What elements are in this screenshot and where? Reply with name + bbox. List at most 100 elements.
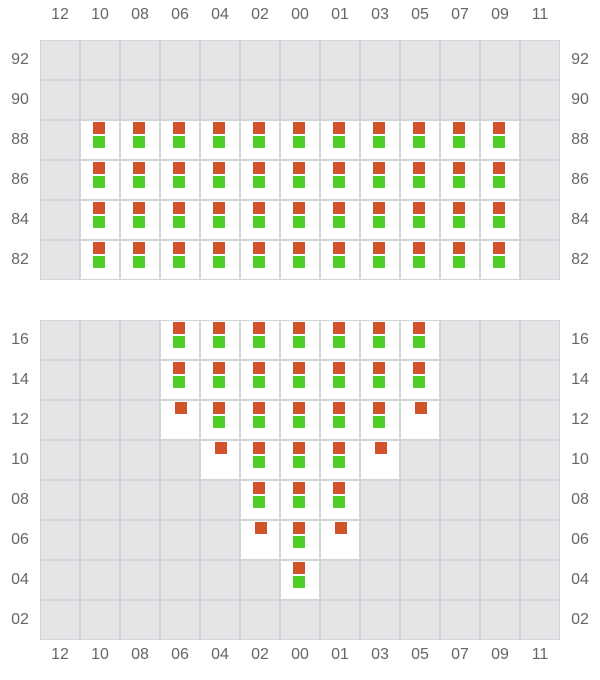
unavailable-cell [480,600,520,640]
unavailable-cell [240,600,280,640]
green-marker [213,176,225,188]
unavailable-cell [480,400,520,440]
green-marker [453,256,465,268]
orange-marker [93,202,105,214]
green-marker [413,376,425,388]
unavailable-cell [520,600,560,640]
orange-marker [213,362,225,374]
column-label-top: 06 [171,6,189,23]
orange-marker [373,402,385,414]
green-marker [213,216,225,228]
orange-marker [413,322,425,334]
green-marker [413,216,425,228]
unavailable-cell [520,440,560,480]
green-marker [333,416,345,428]
orange-marker [293,242,305,254]
green-marker [413,256,425,268]
green-marker [453,136,465,148]
unavailable-cell [360,80,400,120]
row-label-right: 86 [571,171,589,188]
orange-marker [293,202,305,214]
unavailable-cell [120,320,160,360]
orange-marker [213,242,225,254]
unavailable-cell [520,200,560,240]
unavailable-cell [120,360,160,400]
unavailable-cell [200,600,240,640]
green-marker [213,336,225,348]
unavailable-cell [480,360,520,400]
orange-marker [253,442,265,454]
unavailable-cell [120,80,160,120]
green-marker [253,336,265,348]
row-label-right: 02 [571,611,589,628]
available-cell[interactable] [80,120,120,160]
green-marker [293,456,305,468]
orange-marker [373,162,385,174]
row-label-left: 10 [11,451,29,468]
unavailable-cell [360,600,400,640]
column-label-bottom: 08 [131,646,149,663]
orange-marker [333,402,345,414]
unavailable-cell [40,200,80,240]
available-cell[interactable] [200,360,240,400]
orange-marker [333,442,345,454]
row-label-left: 84 [11,211,29,228]
row-label-left: 90 [11,91,29,108]
green-marker [333,456,345,468]
green-marker [373,136,385,148]
orange-marker [293,402,305,414]
green-marker [333,376,345,388]
orange-marker [373,242,385,254]
unavailable-cell [120,600,160,640]
green-marker [333,216,345,228]
column-label-bottom: 02 [251,646,269,663]
green-marker [213,376,225,388]
unavailable-cell [160,600,200,640]
unavailable-cell [120,480,160,520]
unavailable-cell [520,80,560,120]
unavailable-cell [360,560,400,600]
orange-marker [413,162,425,174]
unavailable-cell [120,400,160,440]
column-label-bottom: 11 [531,646,549,663]
row-label-left: 02 [11,611,29,628]
unavailable-cell [160,560,200,600]
column-label-top: 10 [91,6,109,23]
orange-marker [333,242,345,254]
unavailable-cell [520,360,560,400]
unavailable-cell [400,600,440,640]
green-marker [493,176,505,188]
orange-marker [493,122,505,134]
unavailable-cell [320,600,360,640]
unavailable-cell [440,560,480,600]
green-marker [133,216,145,228]
green-marker [173,256,185,268]
orange-marker [253,362,265,374]
orange-marker [373,122,385,134]
unavailable-cell [520,240,560,280]
orange-marker [133,242,145,254]
unavailable-cell [160,440,200,480]
unavailable-cell [40,320,80,360]
orange-marker [253,242,265,254]
unavailable-cell [80,600,120,640]
row-label-left: 88 [11,131,29,148]
orange-marker [293,122,305,134]
orange-marker [93,242,105,254]
unavailable-cell [240,80,280,120]
orange-marker [493,202,505,214]
orange-marker [173,322,185,334]
orange-marker [133,202,145,214]
row-label-left: 04 [11,571,29,588]
row-label-left: 06 [11,531,29,548]
green-marker [253,256,265,268]
unavailable-cell [440,600,480,640]
green-marker [253,416,265,428]
orange-marker [133,162,145,174]
green-marker [253,376,265,388]
unavailable-cell [200,560,240,600]
orange-marker [293,162,305,174]
unavailable-cell [200,480,240,520]
orange-marker [213,402,225,414]
green-marker [293,176,305,188]
